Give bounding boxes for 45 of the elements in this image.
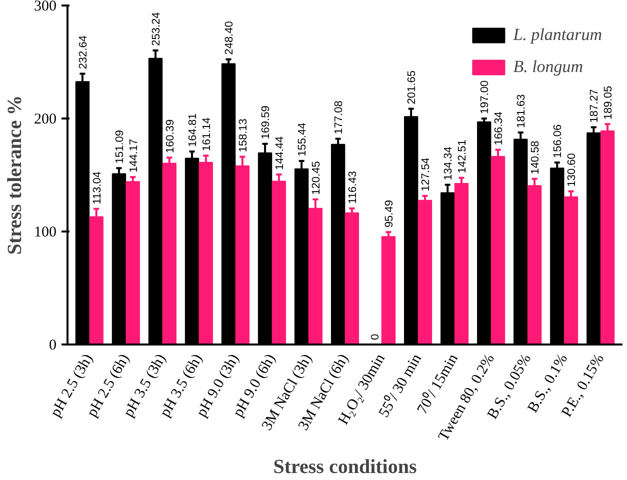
bar bbox=[344, 212, 360, 344]
data-label: 130.60 bbox=[566, 153, 578, 187]
bar bbox=[454, 182, 469, 344]
data-label: 248.40 bbox=[224, 21, 236, 55]
data-label: 140.58 bbox=[530, 140, 542, 174]
data-label: 181.63 bbox=[516, 94, 528, 128]
data-label: 134.34 bbox=[442, 146, 455, 180]
data-label: 0 bbox=[370, 334, 382, 340]
data-label: 144.44 bbox=[274, 136, 286, 170]
y-axis-title: Stress tolerance % bbox=[4, 95, 26, 255]
data-label: 177.08 bbox=[333, 100, 346, 134]
data-label: 95.49 bbox=[383, 200, 396, 228]
data-label: 116.43 bbox=[346, 171, 359, 204]
y-tick-label: 100 bbox=[34, 224, 56, 240]
data-label: 232.64 bbox=[77, 36, 90, 70]
y-tick-label: 200 bbox=[34, 112, 56, 128]
data-label: 253.24 bbox=[150, 12, 162, 46]
data-label: 166.34 bbox=[492, 112, 505, 146]
bar bbox=[418, 200, 432, 344]
bar bbox=[126, 181, 140, 344]
data-label: 158.13 bbox=[237, 118, 250, 152]
data-label: 187.27 bbox=[588, 89, 601, 123]
y-tick-label: 300 bbox=[34, 0, 56, 14]
data-label: 197.00 bbox=[479, 80, 492, 114]
bar bbox=[162, 162, 176, 344]
data-label: 120.45 bbox=[310, 161, 322, 195]
data-label: 151.09 bbox=[114, 130, 126, 164]
legend-label: B. longum bbox=[513, 57, 584, 77]
data-label: 169.59 bbox=[260, 106, 272, 140]
data-label: 127.54 bbox=[420, 158, 432, 192]
data-label: 156.06 bbox=[552, 124, 564, 158]
data-label: 144.17 bbox=[128, 138, 140, 173]
y-tick-label: 0 bbox=[49, 338, 56, 354]
data-label: 142.51 bbox=[456, 140, 468, 174]
bar bbox=[564, 196, 578, 344]
data-label: 161.14 bbox=[200, 117, 213, 152]
x-axis-title: Stress conditions bbox=[273, 456, 417, 478]
legend-label: L. plantarum bbox=[513, 25, 602, 45]
data-label: 189.05 bbox=[602, 86, 615, 120]
data-label: 164.81 bbox=[187, 113, 200, 147]
data-label: 201.65 bbox=[406, 70, 418, 104]
data-label: 113.04 bbox=[91, 172, 104, 204]
data-label: 155.44 bbox=[296, 122, 309, 156]
bar bbox=[381, 236, 396, 344]
data-label: 160.39 bbox=[164, 119, 176, 154]
